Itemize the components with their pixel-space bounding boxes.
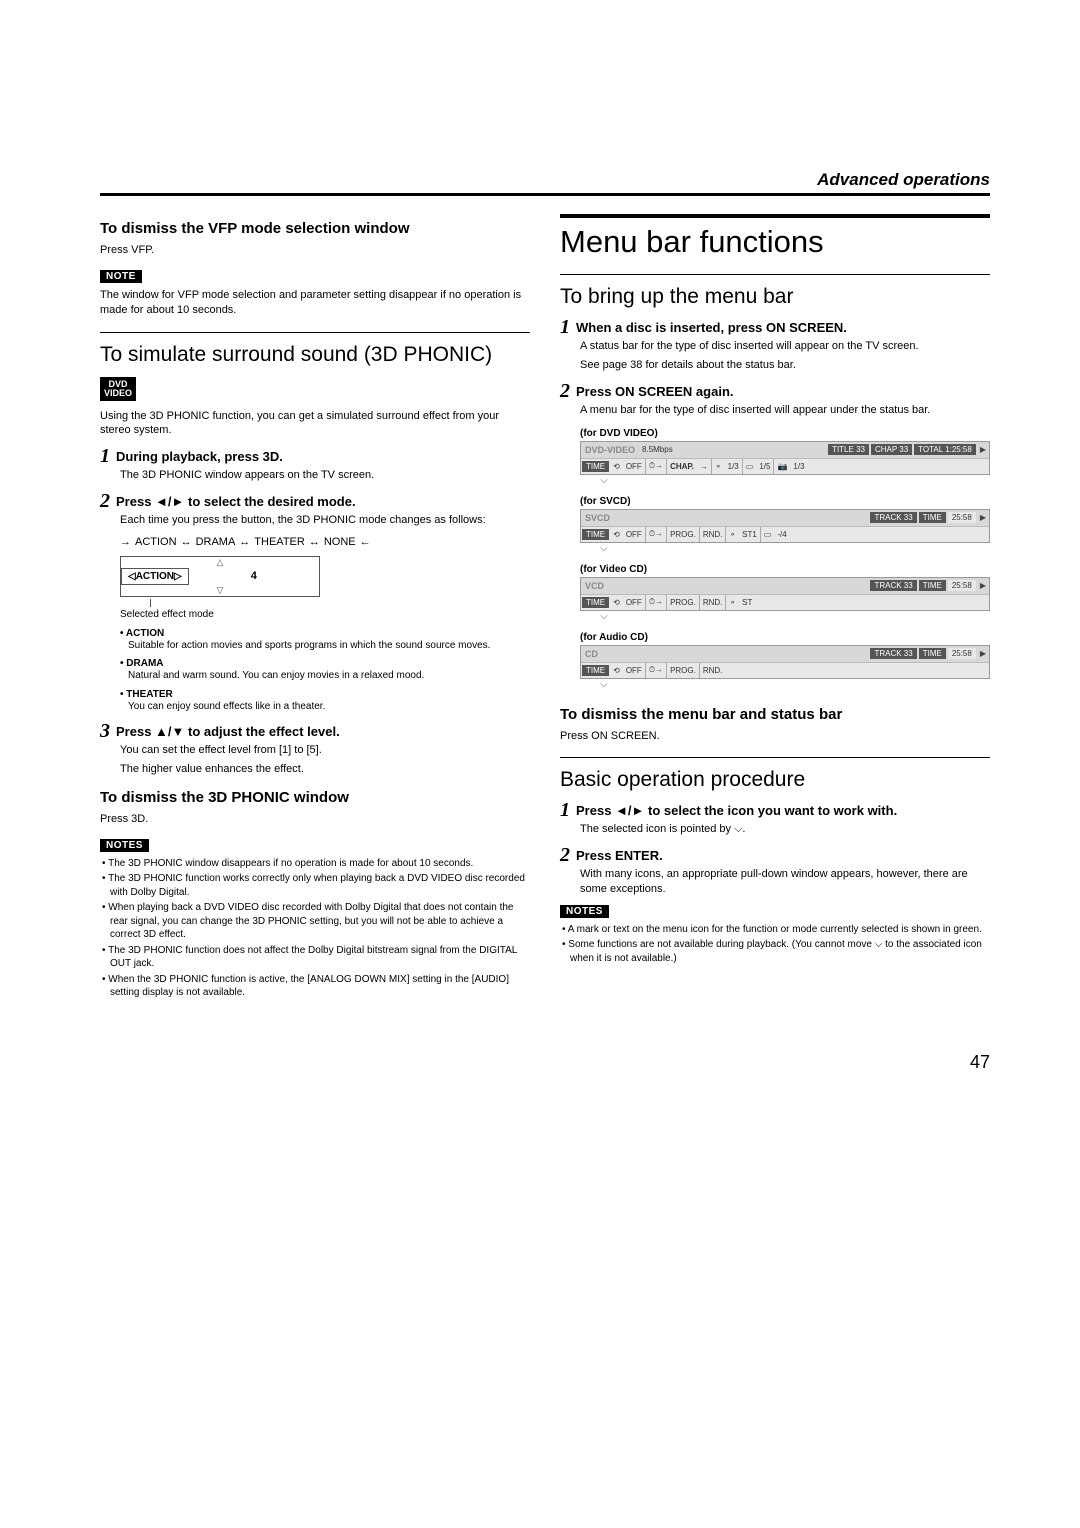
mode-action-body: Suitable for action movies and sports pr… — [128, 639, 530, 653]
step3-body1: You can set the effect level from [1] to… — [120, 743, 530, 758]
menu-bar-title: Menu bar functions — [560, 224, 990, 260]
r-step1-body2: See page 38 for details about the status… — [580, 358, 990, 373]
section-header: Advanced operations — [100, 170, 990, 196]
note-text: The window for VFP mode selection and pa… — [100, 288, 530, 318]
note-badge: NOTE — [100, 270, 142, 283]
step-number-1: 1 — [100, 446, 110, 466]
for-svcd-label: (for SVCD) — [580, 496, 990, 507]
step3-title: Press ▲/▼ to adjust the effect level. — [116, 724, 340, 739]
bringup-title: To bring up the menu bar — [560, 285, 990, 309]
dismiss-vfp-body: Press VFP. — [100, 243, 530, 258]
cursor-icon: ⌵ — [600, 611, 990, 622]
step-number-2: 2 — [100, 491, 110, 511]
vcd-status-bar: VCD TRACK 33 TIME 25:58 ▶ TIME ⟲OFF ⏱→ P… — [580, 577, 990, 611]
b-step2-title: Press ENTER. — [576, 848, 663, 863]
effect-box: △ ◁ACTION▷ 4 ▽ — [120, 556, 320, 597]
basic-title: Basic operation procedure — [560, 768, 990, 792]
dvd-status-bar: DVD-VIDEO 8.5Mbps TITLE 33 CHAP 33 TOTAL… — [580, 441, 990, 475]
b-step2-body: With many icons, an appropriate pull-dow… — [580, 867, 990, 897]
mode-theater-body: You can enjoy sound effects like in a th… — [128, 700, 530, 714]
mode-flow: → ACTION ↔ DRAMA ↔ THEATER ↔ NONE ← — [120, 536, 530, 548]
r-step-number-2: 2 — [560, 381, 570, 401]
r-step-number-1: 1 — [560, 317, 570, 337]
right-column: Menu bar functions To bring up the menu … — [560, 214, 990, 1002]
for-vcd-label: (for Video CD) — [580, 564, 990, 575]
b-step1-body: The selected icon is pointed by ⌵. — [580, 822, 990, 837]
mode-theater-title: • THEATER — [120, 689, 530, 700]
b-step-number-1: 1 — [560, 800, 570, 820]
dismiss-vfp-title: To dismiss the VFP mode selection window — [100, 220, 530, 237]
mode-drama-title: • DRAMA — [120, 658, 530, 669]
r-step2-title: Press ON SCREEN again. — [576, 384, 734, 399]
b-step1-title: Press ◄/► to select the icon you want to… — [576, 803, 897, 818]
step2-body: Each time you press the button, the 3D P… — [120, 513, 530, 528]
dvd-video-badge: DVDVIDEO — [100, 377, 136, 401]
phonic-intro: Using the 3D PHONIC function, you can ge… — [100, 409, 530, 439]
r-step1-title: When a disc is inserted, press ON SCREEN… — [576, 320, 847, 335]
dismiss-phonic-body: Press 3D. — [100, 812, 530, 827]
step-number-3: 3 — [100, 721, 110, 741]
step3-body2: The higher value enhances the effect. — [120, 762, 530, 777]
left-column: To dismiss the VFP mode selection window… — [100, 214, 530, 1002]
dismiss-phonic-title: To dismiss the 3D PHONIC window — [100, 789, 530, 806]
cursor-icon: ⌵ — [600, 475, 990, 486]
svcd-status-bar: SVCD TRACK 33 TIME 25:58 ▶ TIME ⟲OFF ⏱→ … — [580, 509, 990, 543]
notes-badge: NOTES — [100, 839, 149, 852]
for-dvd-label: (for DVD VIDEO) — [580, 428, 990, 439]
cursor-icon: ⌵ — [600, 679, 990, 690]
dismiss-bar-title: To dismiss the menu bar and status bar — [560, 706, 990, 723]
cursor-icon: ⌵ — [600, 543, 990, 554]
dismiss-bar-body: Press ON SCREEN. — [560, 729, 990, 744]
phonic-title: To simulate surround sound (3D PHONIC) — [100, 343, 530, 367]
page-number: 47 — [100, 1052, 990, 1073]
step1-body: The 3D PHONIC window appears on the TV s… — [120, 468, 530, 483]
step1-title: During playback, press 3D. — [116, 449, 283, 464]
step2-title: Press ◄/► to select the desired mode. — [116, 494, 356, 509]
basic-notes: A mark or text on the menu icon for the … — [560, 923, 990, 966]
r-step1-body1: A status bar for the type of disc insert… — [580, 339, 990, 354]
notes-badge-basic: NOTES — [560, 905, 609, 918]
cd-status-bar: CD TRACK 33 TIME 25:58 ▶ TIME ⟲OFF ⏱→ PR… — [580, 645, 990, 679]
mode-action-title: • ACTION — [120, 628, 530, 639]
for-cd-label: (for Audio CD) — [580, 632, 990, 643]
effect-box-caption: Selected effect mode — [120, 609, 530, 620]
phonic-notes: The 3D PHONIC window disappears if no op… — [100, 857, 530, 1000]
r-step2-body: A menu bar for the type of disc inserted… — [580, 403, 990, 418]
b-step-number-2: 2 — [560, 845, 570, 865]
mode-drama-body: Natural and warm sound. You can enjoy mo… — [128, 669, 530, 683]
